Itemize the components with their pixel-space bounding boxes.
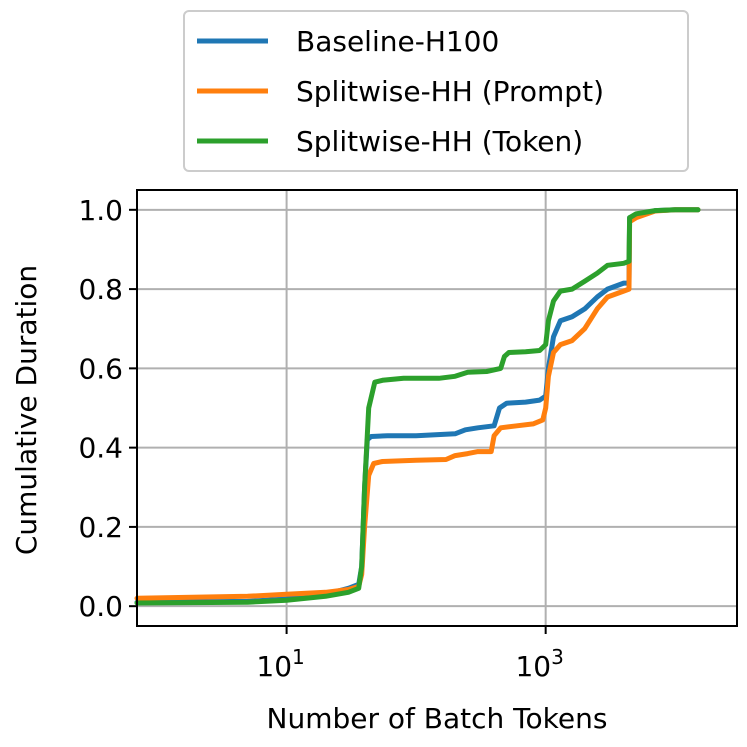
series-lines [134, 207, 701, 606]
y-tick-label: 0.4 [78, 432, 123, 465]
legend-label-3: Splitwise-HH (Token) [296, 125, 583, 158]
x-tick-base: 10 [256, 650, 292, 683]
y-tick-label: 0.2 [78, 511, 123, 544]
legend-label-2: Splitwise-HH (Prompt) [296, 75, 604, 108]
legend-frame [183, 10, 689, 172]
x-tick-base: 10 [515, 650, 551, 683]
y-tick-label: 0.0 [78, 590, 123, 623]
x-axis-title: Number of Batch Tokens [267, 702, 608, 735]
series-line-3 [134, 207, 701, 606]
y-tick-label: 0.6 [78, 352, 123, 385]
x-ticks: 101 103 [256, 626, 564, 683]
plot-frame [136, 189, 738, 627]
grid [137, 190, 737, 626]
y-tick-label: 0.8 [78, 273, 123, 306]
series-line-1 [134, 207, 701, 605]
series-line-2 [134, 207, 701, 601]
x-tick-label: 101 [256, 645, 304, 683]
legend: Baseline-H100 Splitwise-HH (Prompt) Splitw… [183, 10, 689, 172]
x-tick-label: 103 [515, 645, 563, 683]
x-tick-exponent: 3 [551, 645, 564, 669]
y-axis-title: Cumulative Duration [10, 265, 43, 555]
x-tick-exponent: 1 [292, 645, 305, 669]
y-tick-label: 1.0 [78, 194, 123, 227]
y-ticks: 0.0 0.2 0.4 0.6 0.8 1.0 [78, 194, 137, 623]
legend-entries: Baseline-H100 Splitwise-HH (Prompt) Splitw… [197, 25, 604, 158]
plot-area: 0.00.20.40.60.81.0 101 103 [78, 189, 738, 683]
legend-label-1: Baseline-H100 [296, 25, 499, 58]
